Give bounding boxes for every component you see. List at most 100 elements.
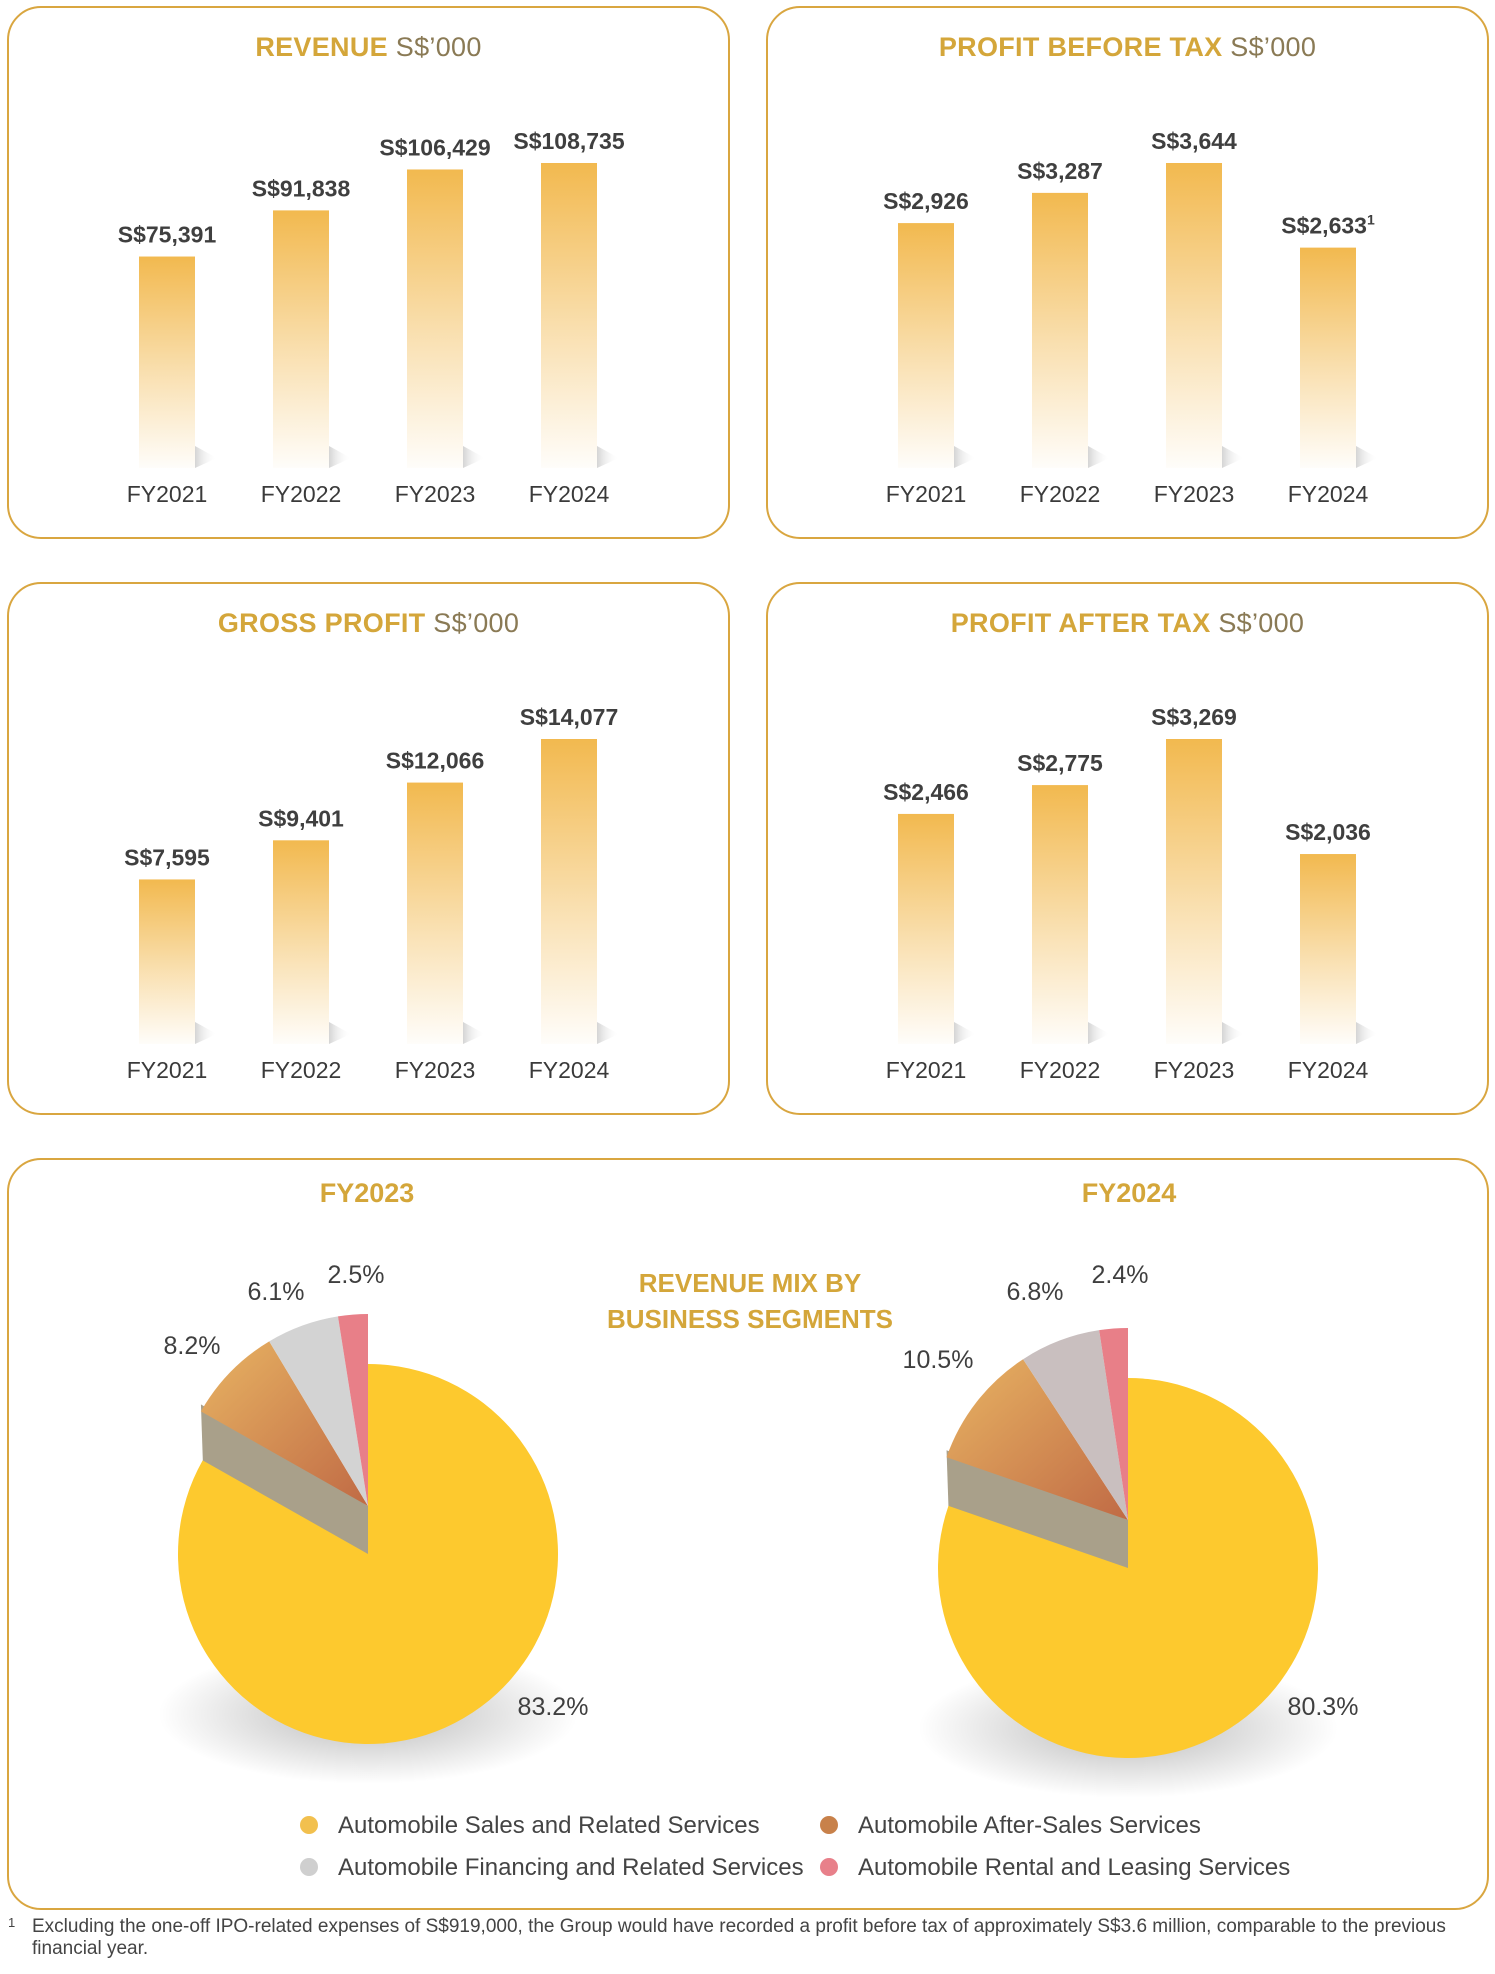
revenue-tick-label: FY2023 [395,481,476,507]
revenue-bar-shadow [597,446,619,468]
pbt-bar-shadow [954,446,976,468]
gross-profit-chart: S$7,595 FY2021 S$9,401 FY2022 S$12,066 FY2023… [124,704,619,1083]
pat-unit: S$’000 [1218,608,1305,638]
pbt-tick-label: FY2021 [886,481,967,507]
gross-profit-tick-label: FY2022 [261,1057,342,1083]
gross-profit-data-label: S$7,595 [124,844,210,870]
pie-year-fy2023: FY2023 [319,1178,415,1208]
pbt-panel: PROFIT BEFORE TAX S$’000 S$2,926 FY2021 S$… [766,6,1489,539]
pbt-data-label: S$2,926 [883,188,969,214]
pat-bar-shadow [1088,1022,1110,1044]
pat-data-label: S$2,775 [1017,750,1103,776]
pbt-bar-shadow [1222,446,1244,468]
pat-bar [898,813,954,1044]
pat-bar [1032,785,1088,1044]
pbt-tick-label: FY2024 [1288,481,1369,507]
pat-bar-shadow [1222,1022,1244,1044]
revenue-mix-title: REVENUE MIX BY BUSINESS SEGMENTS [560,1265,940,1337]
revenue-bar-shadow [195,446,217,468]
revenue-data-label: S$75,391 [118,222,217,248]
revenue-bar-shadow [463,446,485,468]
legend-label-financing: Automobile Financing and Related Service… [338,1854,804,1881]
pbt-data-label: S$2,6331 [1281,212,1375,239]
pat-bar [1166,739,1222,1044]
footnote-text: Excluding the one-off IPO-related expens… [32,1916,1446,1959]
gross-profit-data-label: S$9,401 [258,805,344,831]
pat-data-label: S$3,269 [1151,704,1237,730]
pbt-data-label: S$3,287 [1017,158,1103,184]
legend-dot-rental [820,1857,838,1876]
legend-dot-financing [300,1857,318,1876]
pbt-bar-shadow [1088,446,1110,468]
revenue-tick-label: FY2024 [529,481,610,507]
pbt-bar [898,223,954,468]
pat-chart: S$2,466 FY2021 S$2,775 FY2022 S$3,269 FY2023 S… [883,704,1378,1083]
pbt-bar-shadow [1356,446,1378,468]
pbt-bar [1166,163,1222,468]
legend-item-aftersales: Automobile After-Sales Services [820,1812,1201,1840]
revenue-tick-label: FY2021 [127,481,208,507]
pbt-title-text: PROFIT BEFORE TAX [938,32,1223,62]
gross-profit-bar-shadow [329,1022,351,1044]
revenue-bar [407,169,463,468]
gross-profit-data-label: S$14,077 [520,704,618,730]
gross-profit-bar [407,782,463,1044]
revenue-bar-shadow [329,446,351,468]
legend-label-rental: Automobile Rental and Leasing Services [858,1854,1291,1881]
pbt-tick-label: FY2022 [1020,481,1101,507]
revenue-chart: S$75,391 FY2021 S$91,838 FY2022 S$106,429 FY2… [118,128,625,507]
legend-label-sales: Automobile Sales and Related Services [338,1812,760,1839]
legend-item-rental: Automobile Rental and Leasing Services [820,1854,1290,1882]
revenue-bar [273,210,329,469]
pat-tick-label: FY2024 [1288,1057,1369,1083]
revenue-data-label: S$108,735 [513,128,624,154]
pat-bar-shadow [954,1022,976,1044]
gross-profit-bar-shadow [463,1022,485,1044]
pat-title-text: PROFIT AFTER TAX [950,608,1211,638]
gross-profit-unit: S$’000 [433,608,520,638]
legend-item-financing: Automobile Financing and Related Service… [300,1854,804,1882]
gross-profit-bar [541,739,597,1044]
footnote: 1 Excluding the one-off IPO-related expe… [8,1915,1478,1960]
pat-tick-label: FY2022 [1020,1057,1101,1083]
pat-data-label: S$2,036 [1285,819,1371,845]
legend-item-sales: Automobile Sales and Related Services [300,1812,760,1840]
gross-profit-tick-label: FY2024 [529,1057,610,1083]
legend-dot-sales [300,1815,318,1834]
gross-profit-panel: GROSS PROFIT S$’000 S$7,595 FY2021 S$9,401… [7,582,730,1115]
revenue-mix-title-line2: BUSINESS SEGMENTS [606,1304,894,1334]
pbt-bar [1300,247,1356,468]
footnote-mark: 1 [8,1915,16,1930]
pbt-title: PROFIT BEFORE TAX S$’000 [768,32,1487,63]
pat-tick-label: FY2023 [1154,1057,1235,1083]
gross-profit-title: GROSS PROFIT S$’000 [9,608,728,639]
gross-profit-tick-label: FY2021 [127,1057,208,1083]
revenue-tick-label: FY2022 [261,481,342,507]
pbt-data-label: S$3,644 [1151,128,1237,154]
revenue-unit: S$’000 [395,32,482,62]
revenue-data-label: S$91,838 [252,175,351,201]
gross-profit-bar [273,840,329,1044]
legend-dot-aftersales [820,1815,838,1834]
revenue-bar [541,163,597,468]
pbt-tick-label: FY2023 [1154,481,1235,507]
pat-data-label: S$2,466 [883,779,969,805]
pat-tick-label: FY2021 [886,1057,967,1083]
pbt-chart: S$2,926 FY2021 S$3,287 FY2022 S$3,644 FY2023 S… [883,128,1378,507]
gross-profit-bar-shadow [597,1022,619,1044]
pbt-bar [1032,192,1088,469]
gross-profit-data-label: S$12,066 [386,748,484,774]
gross-profit-bar [139,879,195,1044]
revenue-title: REVENUE S$’000 [9,32,728,63]
revenue-bar [139,256,195,468]
pat-bar [1300,854,1356,1044]
gross-profit-bar-shadow [195,1022,217,1044]
pbt-unit: S$’000 [1230,32,1317,62]
pat-title: PROFIT AFTER TAX S$’000 [768,608,1487,639]
gross-profit-title-text: GROSS PROFIT [217,608,426,638]
revenue-panel: REVENUE S$’000 S$75,391 FY2021 S$91,838 FY2… [7,6,730,539]
pat-panel: PROFIT AFTER TAX S$’000 S$2,466 FY2021 S$2… [766,582,1489,1115]
pat-bar-shadow [1356,1022,1378,1044]
pie-year-fy2024: FY2024 [1081,1178,1177,1208]
pbt-footnote-ref: 1 [1367,212,1375,228]
